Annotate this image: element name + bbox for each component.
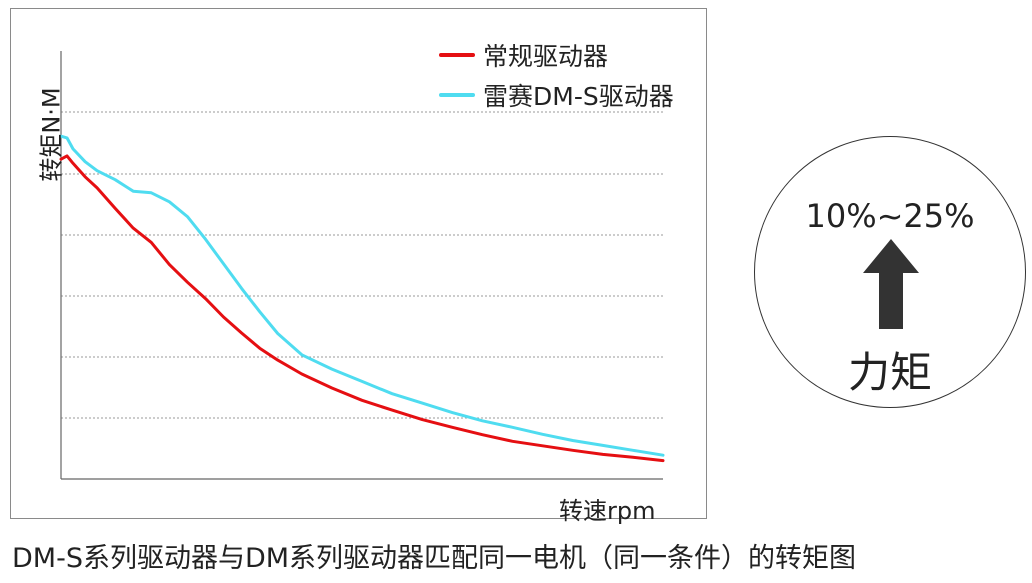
y-axis-label: 转矩N·M bbox=[33, 69, 66, 199]
chart-plot bbox=[59, 51, 665, 480]
legend-swatch-conventional bbox=[439, 53, 475, 57]
torque-gain-badge: 10%~25% 力矩 bbox=[754, 136, 1026, 408]
y-axis-label-text: 转矩N·M bbox=[37, 86, 66, 182]
up-arrow-icon bbox=[863, 239, 919, 329]
figure-caption: DM-S系列驱动器与DM系列驱动器匹配同一电机（同一条件）的转矩图 bbox=[12, 543, 857, 574]
torque-gain-percent: 10%~25% bbox=[805, 197, 975, 235]
chart-legend: 常规驱动器 雷赛DM-S驱动器 bbox=[439, 35, 674, 115]
torque-label: 力矩 bbox=[847, 348, 932, 397]
x-axis-label: 转速rpm bbox=[559, 497, 656, 525]
legend-item-conventional: 常规驱动器 bbox=[439, 35, 674, 75]
series-line-conventional bbox=[59, 154, 665, 463]
legend-label-dms: 雷赛DM-S驱动器 bbox=[483, 82, 674, 111]
legend-item-dms: 雷赛DM-S驱动器 bbox=[439, 75, 674, 115]
chart-frame: 转矩N·M 转速rpm 常规驱动器 雷赛DM-S驱动器 bbox=[10, 8, 707, 525]
series-line-dms bbox=[59, 134, 665, 457]
legend-label-conventional: 常规驱动器 bbox=[483, 42, 609, 71]
legend-swatch-dms bbox=[439, 93, 475, 97]
